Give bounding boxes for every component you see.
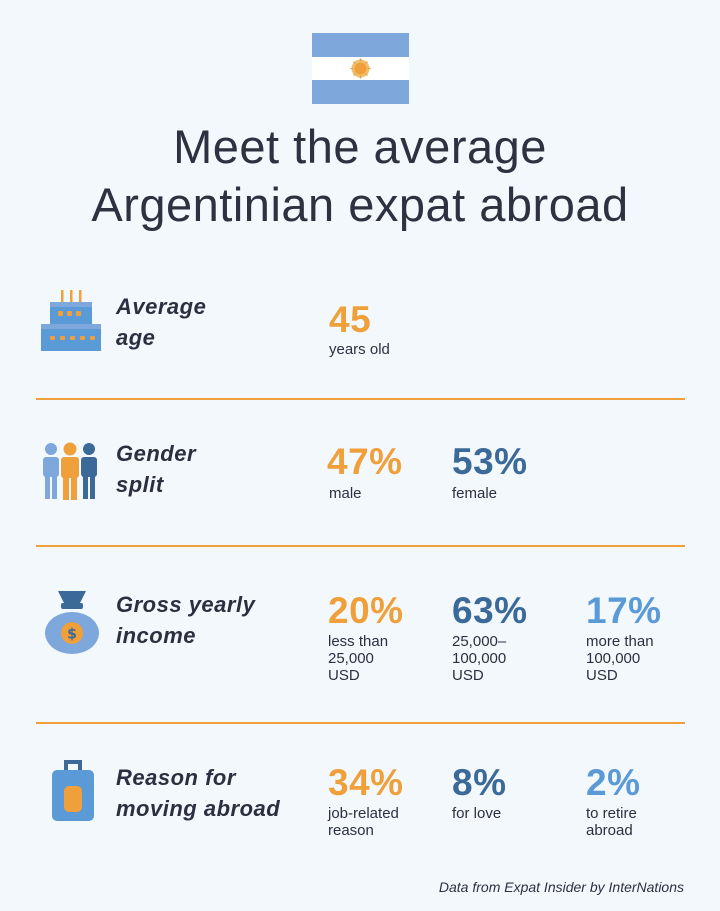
money-bag-icon: $ — [45, 591, 99, 654]
stat-caption: female — [452, 485, 498, 502]
stat-reason-job: 34% job-related reason — [328, 762, 404, 840]
source-note: Data from Expat Insider by InterNations — [438, 879, 684, 895]
stat-female: 53% female — [452, 441, 528, 503]
divider — [36, 545, 685, 547]
stat-caption: less than 25,000 USD — [328, 633, 389, 684]
stat-reason-retire: 2% to retire abroad — [586, 762, 641, 840]
label-gender-split: Gender split — [116, 441, 197, 497]
argentina-flag-icon — [312, 33, 409, 104]
stat-value: 17% — [586, 590, 662, 631]
stat-income-high: 17% more than 100,000 USD — [586, 590, 662, 685]
title-line-2: Argentinian expat abroad — [91, 178, 629, 231]
stat-caption: for love — [452, 805, 502, 822]
stat-caption: job-related reason — [328, 805, 399, 839]
divider — [36, 722, 685, 724]
label-gross-income: Gross yearly income — [116, 592, 256, 648]
stat-caption: more than 100,000 USD — [586, 633, 654, 684]
svg-text:$: $ — [67, 627, 77, 643]
stat-caption: 25,000– 100,000 USD — [452, 633, 507, 684]
stat-value: 34% — [328, 762, 404, 803]
stat-caption: male — [329, 485, 362, 502]
stat-value: 63% — [452, 590, 528, 631]
stat-value: 8% — [452, 762, 507, 803]
title-line-1: Meet the average — [173, 120, 547, 173]
stat-male: 47% male — [327, 441, 403, 503]
birthday-cake-icon — [41, 290, 101, 351]
people-icon — [43, 442, 97, 500]
label-average-age: Average age — [116, 294, 207, 350]
stat-age: 45 years old — [329, 299, 390, 359]
label-reason-moving: Reason for moving abroad — [116, 765, 281, 821]
suitcase-icon — [52, 760, 94, 821]
stat-reason-love: 8% for love — [452, 762, 507, 823]
stat-caption: to retire abroad — [586, 805, 637, 839]
stat-income-low: 20% less than 25,000 USD — [328, 590, 404, 685]
stat-value: 20% — [328, 590, 404, 631]
stat-caption: years old — [329, 341, 390, 358]
stat-value: 47% — [327, 441, 403, 482]
stat-income-mid: 63% 25,000– 100,000 USD — [452, 590, 528, 685]
stat-value: 53% — [452, 441, 528, 482]
stat-value: 45 — [329, 299, 372, 340]
divider — [36, 398, 685, 400]
page-title: Meet the average Argentinian expat abroa… — [0, 118, 720, 234]
stat-value: 2% — [586, 762, 641, 803]
